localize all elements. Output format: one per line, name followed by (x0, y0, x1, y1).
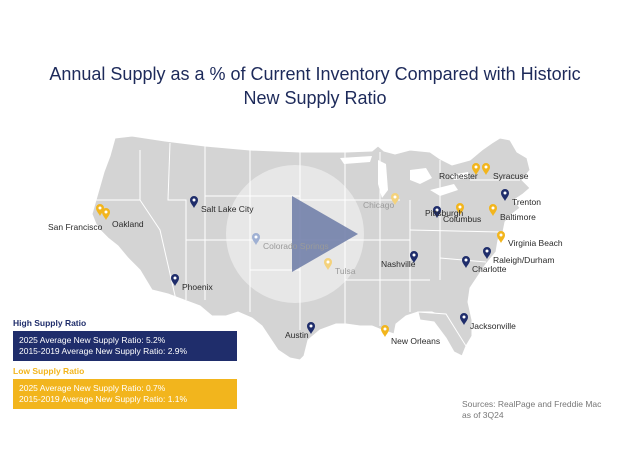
map-pin-tulsa (324, 258, 332, 270)
map-pin-austin (307, 322, 315, 334)
pin-icon (456, 203, 464, 215)
pin-icon (96, 204, 104, 216)
pin-icon (307, 322, 315, 334)
legend-high-line-2: 2015-2019 Average New Supply Ratio: 2.9% (19, 346, 188, 356)
legend-high-box: 2025 Average New Supply Ratio: 5.2% 2015… (13, 331, 237, 361)
map-pin-virginia-beach (497, 231, 505, 243)
city-label-rochester: Rochester (439, 171, 478, 181)
pin-dot (458, 205, 462, 209)
pin-icon (102, 208, 110, 220)
map-pin-san-francisco (96, 204, 104, 216)
map-pin-salt-lake-city (190, 196, 198, 208)
title-line-2: New Supply Ratio (243, 88, 387, 108)
city-label-salt-lake-city: Salt Lake City (201, 204, 254, 214)
map-pin-jacksonville (460, 313, 468, 325)
pin-dot (435, 208, 439, 212)
city-label-nashville: Nashville (381, 259, 416, 269)
pin-dot (474, 165, 478, 169)
city-label-syracuse: Syracuse (493, 171, 529, 181)
map-pin-nashville (410, 251, 418, 263)
map-pin-trenton (501, 189, 509, 201)
legend-high-heading: High Supply Ratio (13, 318, 87, 328)
title-line-1: Annual Supply as a % of Current Inventor… (49, 64, 581, 84)
pin-icon (410, 251, 418, 263)
city-label-oakland: Oakland (112, 219, 144, 229)
pin-dot (412, 253, 416, 257)
pin-dot (462, 315, 466, 319)
pin-icon (460, 313, 468, 325)
city-label-raleigh-durham: Raleigh/Durham (493, 255, 555, 265)
pin-icon (482, 163, 490, 175)
pin-icon (433, 206, 441, 218)
pin-dot (393, 195, 397, 199)
pin-icon (472, 163, 480, 175)
pin-icon (324, 258, 332, 270)
city-label-trenton: Trenton (512, 197, 541, 207)
great-lakes (340, 156, 470, 198)
pin-dot (326, 260, 330, 264)
pin-icon (483, 247, 491, 259)
play-icon[interactable] (292, 196, 358, 272)
map-pin-new-orleans (381, 325, 389, 337)
city-label-chicago: Chicago (363, 200, 395, 210)
city-label-charlotte: Charlotte (472, 264, 507, 274)
map-pin-colorado-springs (252, 233, 260, 245)
map-pin-pittsburgh (456, 203, 464, 215)
pin-icon (252, 233, 260, 245)
map-pin-raleigh-durham (483, 247, 491, 259)
legend-high-line-1: 2025 Average New Supply Ratio: 5.2% (19, 335, 166, 345)
map-pin-chicago (391, 193, 399, 205)
city-label-virginia-beach: Virginia Beach (508, 238, 563, 248)
city-label-jacksonville: Jacksonville (470, 321, 516, 331)
map-pin-oakland (102, 208, 110, 220)
map-pin-rochester (472, 163, 480, 175)
pin-dot (98, 206, 102, 210)
pin-dot (485, 249, 489, 253)
pin-icon (497, 231, 505, 243)
pin-dot (104, 210, 108, 214)
map-pin-columbus (433, 206, 441, 218)
city-label-new-orleans: New Orleans (391, 336, 441, 346)
pin-dot (173, 276, 177, 280)
sources-note: Sources: RealPage and Freddie Mac as of … (462, 399, 601, 421)
legend-low-line-2: 2015-2019 Average New Supply Ratio: 1.1% (19, 394, 188, 404)
city-label-san-francisco: San Francisco (48, 222, 103, 232)
sources-line-2: as of 3Q24 (462, 410, 504, 420)
sources-line-1: Sources: RealPage and Freddie Mac (462, 399, 602, 409)
city-label-austin: Austin (285, 330, 309, 340)
pin-icon (489, 204, 497, 216)
city-label-pittsburgh: Pittsburgh (425, 208, 464, 218)
pin-dot (464, 258, 468, 262)
pin-dot (383, 327, 387, 331)
map-pin-baltimore (489, 204, 497, 216)
pin-dot (484, 165, 488, 169)
map-pin-charlotte (462, 256, 470, 268)
legend-low-line-1: 2025 Average New Supply Ratio: 0.7% (19, 383, 166, 393)
pin-dot (503, 191, 507, 195)
pin-icon (462, 256, 470, 268)
chart-title: Annual Supply as a % of Current Inventor… (0, 62, 630, 110)
city-label-phoenix: Phoenix (182, 282, 213, 292)
pin-icon (381, 325, 389, 337)
pin-icon (501, 189, 509, 201)
legend-low-box: 2025 Average New Supply Ratio: 0.7% 2015… (13, 379, 237, 409)
play-button[interactable] (226, 165, 364, 303)
city-label-colorado-springs: Colorado Springs (263, 241, 329, 251)
map-pin-syracuse (482, 163, 490, 175)
pin-icon (391, 193, 399, 205)
pin-dot (309, 324, 313, 328)
pin-icon (171, 274, 179, 286)
city-label-tulsa: Tulsa (335, 266, 356, 276)
pin-dot (491, 206, 495, 210)
pin-dot (499, 233, 503, 237)
city-label-columbus: Columbus (443, 214, 482, 224)
legend-low-heading: Low Supply Ratio (13, 366, 85, 376)
pin-dot (192, 198, 196, 202)
pin-icon (190, 196, 198, 208)
city-label-baltimore: Baltimore (500, 212, 536, 222)
pin-dot (254, 235, 258, 239)
florida-shape (417, 311, 467, 357)
map-pin-phoenix (171, 274, 179, 286)
